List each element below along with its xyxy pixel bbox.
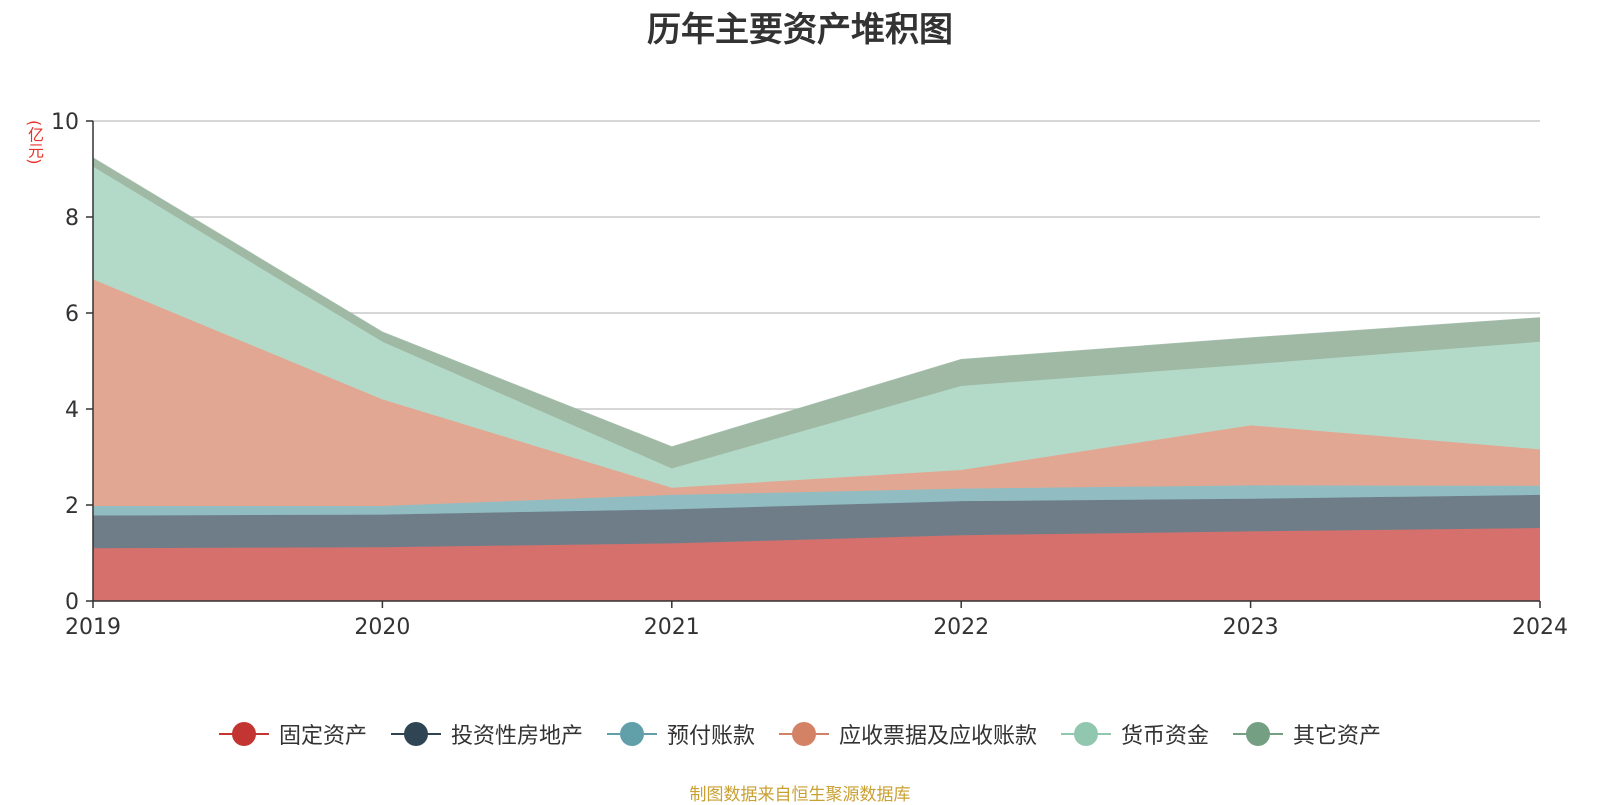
legend-item[interactable]: 其它资产	[1233, 718, 1381, 750]
legend-dot	[1246, 722, 1271, 746]
legend-marker-icon	[218, 721, 269, 747]
y-tick-label: 10	[51, 110, 79, 135]
legend: 固定资产 投资性房地产 预付账款 应收票据及应收账款 货币资金 其它资产	[0, 718, 1600, 750]
legend-dot	[792, 722, 816, 746]
x-tick-label: 2019	[65, 615, 121, 640]
legend-dot	[403, 722, 428, 746]
legend-marker-icon	[1233, 721, 1284, 747]
legend-item[interactable]: 投资性房地产	[390, 718, 583, 750]
legend-marker-icon	[390, 721, 441, 747]
y-tick-label: 8	[65, 206, 79, 231]
legend-label: 预付账款	[666, 724, 755, 749]
y-tick-label: 4	[65, 398, 79, 423]
legend-marker-icon	[606, 721, 657, 747]
legend-dot	[1074, 722, 1099, 746]
y-tick-label: 2	[65, 494, 79, 519]
x-tick-label: 2024	[1512, 615, 1568, 640]
series-edge-line	[92, 157, 1541, 448]
legend-label: 固定资产	[278, 724, 367, 749]
legend-item[interactable]: 固定资产	[218, 718, 367, 750]
x-tick-label: 2021	[644, 615, 700, 640]
legend-marker-icon	[1061, 721, 1112, 747]
stacked-area-chart: 0 2 4 6 8 10 2019 2020 2021 2022 2023 2024	[51, 110, 1568, 640]
area-series-4	[93, 279, 1540, 506]
legend-marker-icon	[779, 721, 829, 747]
legend-label: 货币资金	[1121, 724, 1210, 749]
x-tick-label: 2020	[354, 615, 410, 640]
legend-label: 应收票据及应收账款	[839, 724, 1038, 749]
area-series-6	[93, 157, 1540, 469]
legend-label: 投资性房地产	[450, 724, 583, 749]
legend-item[interactable]: 应收票据及应收账款	[779, 718, 1037, 750]
area-series-2	[93, 494, 1540, 549]
area-series-1	[93, 528, 1540, 601]
axes: 0 2 4 6 8 10 2019 2020 2021 2022 2023 2024	[51, 110, 1568, 640]
source-note: 制图数据来自恒生聚源数据库	[689, 785, 911, 805]
legend-item[interactable]: 预付账款	[606, 718, 755, 750]
area-series-3	[93, 485, 1540, 516]
legend-item[interactable]: 货币资金	[1061, 718, 1209, 750]
legend-dot	[231, 722, 256, 746]
legend-dot	[619, 722, 644, 746]
legend-label: 其它资产	[1293, 724, 1382, 749]
y-tick-label: 6	[65, 302, 79, 327]
y-axis-unit-label: (亿元)	[25, 120, 44, 165]
area-series-5	[93, 166, 1540, 488]
x-tick-label: 2022	[933, 615, 989, 640]
x-tick-label: 2023	[1223, 615, 1279, 640]
chart-title: 历年主要资产堆积图	[647, 10, 953, 50]
area-series	[92, 157, 1541, 601]
y-tick-label: 0	[65, 590, 79, 615]
